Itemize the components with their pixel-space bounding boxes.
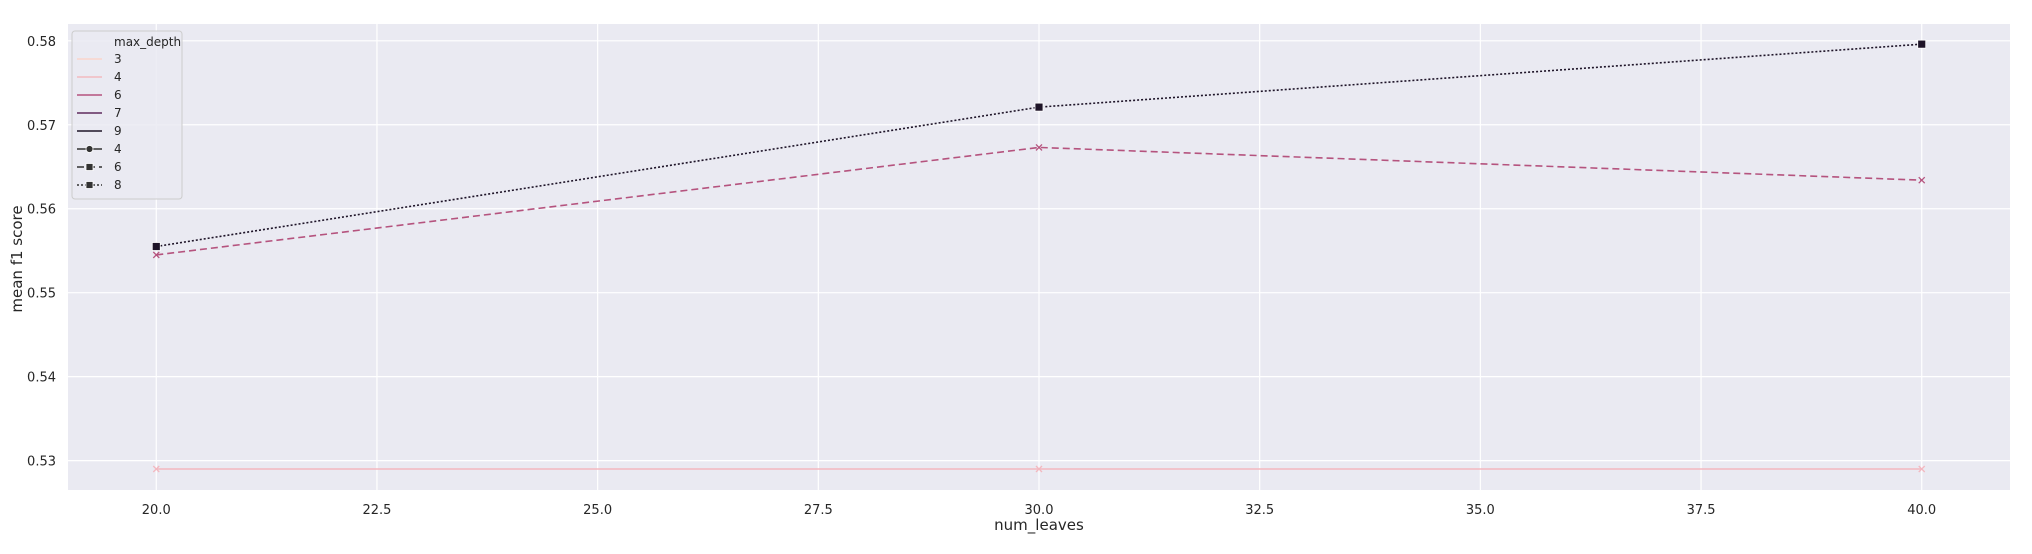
series-line-2 bbox=[156, 146, 1922, 256]
series-3-point bbox=[1917, 39, 1927, 49]
y-tick-label: 0.55 bbox=[27, 287, 56, 302]
series-2-point-stroke-b bbox=[1918, 176, 1926, 184]
y-tick-label: 0.58 bbox=[27, 35, 56, 50]
legend-entry-label: 9 bbox=[114, 124, 122, 138]
x-tick-label: 37.5 bbox=[1687, 503, 1716, 518]
legend-entry-label: 6 bbox=[114, 88, 122, 102]
legend-entry-label: 3 bbox=[114, 52, 122, 66]
x-tick-label: 20.0 bbox=[142, 503, 171, 518]
legend-swatch-marker bbox=[85, 181, 94, 189]
series-layer bbox=[151, 39, 1927, 473]
x-tick-label: 40.0 bbox=[1907, 503, 1936, 518]
legend-entry-label: 7 bbox=[114, 106, 122, 120]
series-1-point-stroke-b bbox=[152, 465, 160, 473]
legend-title: max_depth bbox=[114, 35, 181, 49]
legend-entry-label: 8 bbox=[114, 178, 122, 192]
x-tick-label: 30.0 bbox=[1025, 503, 1054, 518]
series-3-point bbox=[151, 242, 161, 251]
series-1-point-stroke-b bbox=[1918, 465, 1926, 473]
series-2-point-stroke-b bbox=[152, 251, 160, 259]
tick-labels: 20.0 22.5 25.0 27.5 30.0 32.5 35.0 37.5 40.0 0.53… bbox=[27, 35, 1936, 518]
legend-swatch-marker bbox=[85, 145, 94, 153]
legend-entry-label: 4 bbox=[114, 142, 122, 156]
x-tick-label: 32.5 bbox=[1245, 503, 1274, 518]
x-axis-label: num_leaves bbox=[994, 516, 1084, 535]
series-1-point bbox=[1035, 465, 1043, 473]
y-tick-label: 0.53 bbox=[27, 455, 56, 470]
series-2-point bbox=[1918, 176, 1926, 184]
legend-entry-label: 6 bbox=[114, 160, 122, 174]
legend: max_depth 3 4 6 7 9 4 6 8 bbox=[71, 30, 183, 200]
x-tick-label: 22.5 bbox=[362, 503, 391, 518]
x-tick-label: 35.0 bbox=[1466, 503, 1495, 518]
series-3-point bbox=[1034, 102, 1044, 112]
y-tick-label: 0.56 bbox=[27, 203, 56, 218]
series-1-point bbox=[1918, 465, 1926, 473]
x-tick-label: 27.5 bbox=[804, 503, 833, 518]
x-tick-label: 25.0 bbox=[583, 503, 612, 518]
series-2-point bbox=[1035, 143, 1043, 151]
series-2-point-stroke-b bbox=[1035, 143, 1043, 151]
series-1-point-stroke-b bbox=[1035, 465, 1043, 473]
legend-swatch-marker bbox=[85, 163, 94, 171]
series-2-point bbox=[152, 251, 160, 259]
legend-box bbox=[71, 30, 183, 200]
y-tick-label: 0.54 bbox=[27, 371, 56, 386]
series-1-point bbox=[152, 465, 160, 473]
grid-lines bbox=[68, 24, 2010, 490]
y-tick-label: 0.57 bbox=[27, 119, 56, 134]
legend-entry-label: 4 bbox=[114, 70, 122, 84]
y-axis-label: mean f1 score bbox=[8, 205, 26, 312]
